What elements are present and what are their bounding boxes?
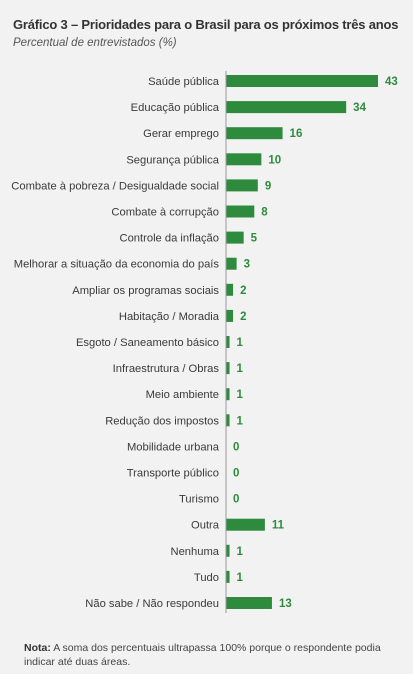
- value-label: 0: [233, 468, 239, 480]
- note-text: A soma dos percentuais ultrapassa 100% p…: [24, 642, 381, 668]
- category-label: Combate à corrupção: [111, 207, 219, 219]
- value-label: 2: [240, 311, 246, 323]
- footnote: Nota: A soma dos percentuais ultrapassa …: [24, 641, 394, 669]
- category-label: Transporte público: [127, 468, 219, 480]
- category-label: Gerar emprego: [143, 128, 219, 140]
- category-label: Segurança pública: [126, 154, 219, 166]
- bar: [226, 257, 237, 270]
- category-label: Combate à pobreza / Desigualdade social: [11, 180, 219, 192]
- category-label: Melhorar a situação da economia do país: [14, 259, 220, 271]
- bar: [226, 336, 230, 348]
- bar: [226, 544, 230, 557]
- note-label: Nota:: [24, 642, 51, 654]
- category-label: Esgoto / Saneamento básico: [76, 337, 219, 349]
- bar: [226, 362, 230, 375]
- bar: [226, 205, 255, 218]
- category-label: Tudo: [194, 572, 219, 584]
- category-label: Meio ambiente: [146, 389, 219, 401]
- bar: [226, 309, 234, 322]
- value-label: 1: [237, 546, 244, 558]
- category-label: Nenhuma: [170, 546, 219, 558]
- value-label: 11: [272, 520, 285, 532]
- value-label: 16: [290, 128, 303, 140]
- value-label: 3: [244, 259, 250, 271]
- value-label: 9: [265, 180, 271, 192]
- value-label: 0: [233, 441, 239, 453]
- bar: [226, 153, 262, 166]
- category-label: Educação pública: [131, 102, 220, 114]
- value-label: 2: [240, 285, 246, 297]
- value-label: 43: [385, 76, 398, 88]
- value-label: 5: [251, 233, 258, 245]
- bar: [226, 231, 244, 244]
- bar: [226, 414, 230, 427]
- bar: [226, 597, 272, 609]
- bar: [226, 127, 283, 140]
- category-label: Infraestrutura / Obras: [113, 363, 220, 375]
- chart-subtitle: Percentual de entrevistados (%): [13, 37, 177, 49]
- category-label: Controle da inflação: [119, 233, 219, 245]
- chart-title: Gráfico 3 – Prioridades para o Brasil pa…: [13, 17, 399, 32]
- value-label: 34: [353, 102, 366, 114]
- category-label: Ampliar os programas sociais: [72, 285, 219, 297]
- value-label: 13: [279, 598, 292, 610]
- category-label: Não sabe / Não respondeu: [85, 598, 219, 610]
- category-label: Redução dos impostos: [105, 415, 219, 427]
- bar-chart: Saúde pública 43 Educação pública 34 Gerar e…: [11, 71, 398, 613]
- category-label: Saúde pública: [148, 76, 220, 88]
- value-label: 1: [237, 389, 244, 401]
- bar: [226, 283, 234, 296]
- bar: [226, 101, 347, 114]
- bar: [226, 388, 230, 401]
- bar: [226, 75, 378, 87]
- category-label: Turismo: [179, 494, 219, 506]
- value-label: 0: [233, 494, 239, 506]
- value-label: 10: [268, 154, 281, 166]
- value-label: 1: [237, 363, 244, 375]
- category-label: Outra: [191, 520, 220, 532]
- value-label: 8: [261, 207, 268, 219]
- value-label: 1: [237, 572, 244, 584]
- value-label: 1: [237, 337, 244, 349]
- category-label: Mobilidade urbana: [127, 441, 220, 453]
- bar: [226, 179, 258, 192]
- bar: [226, 518, 265, 531]
- value-label: 1: [237, 415, 244, 427]
- category-label: Habitação / Moradia: [119, 311, 220, 323]
- bar: [226, 570, 230, 583]
